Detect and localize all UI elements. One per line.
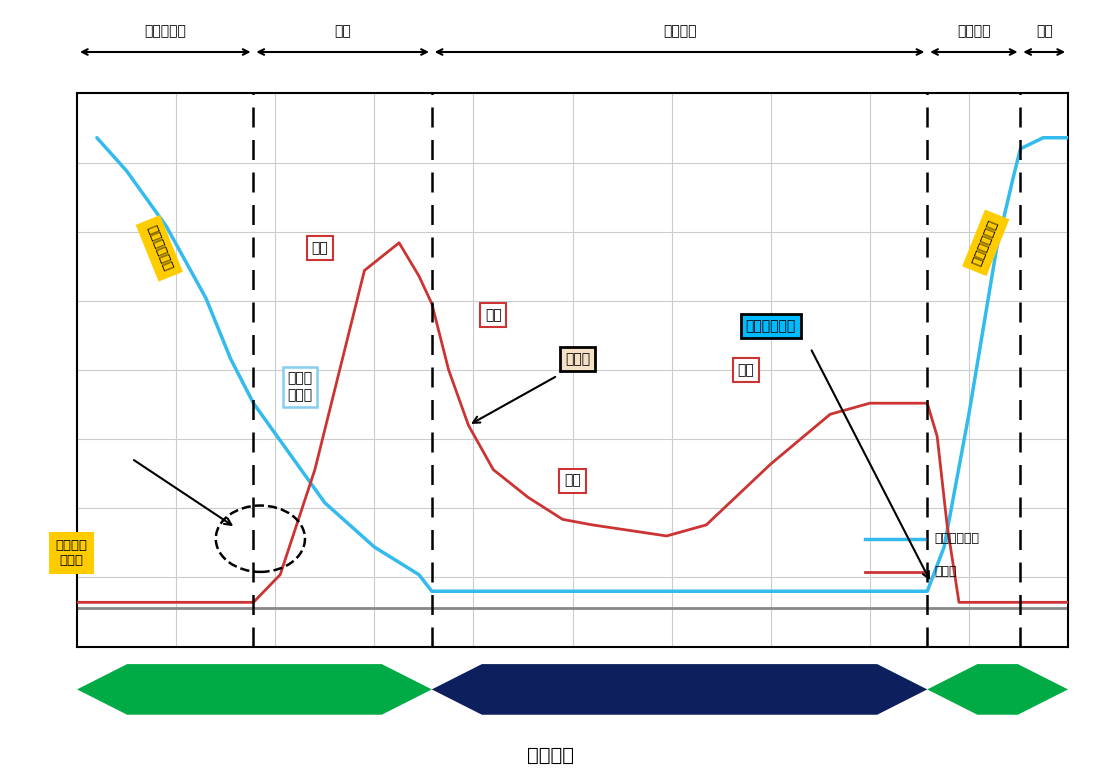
Text: スライド上昇: スライド上昇 — [971, 218, 1001, 267]
Text: スライド位置: スライド位置 — [745, 319, 796, 333]
Text: ソフト
タッチ: ソフト タッチ — [287, 372, 313, 402]
Text: 加圧力: 加圧力 — [565, 352, 590, 366]
Text: 加圧保持: 加圧保持 — [663, 24, 696, 38]
Text: スライド座標: スライド座標 — [934, 532, 979, 545]
Text: スライド
速度減: スライド 速度減 — [55, 539, 88, 567]
Text: 脱圧: 脱圧 — [484, 308, 502, 322]
Text: 加工: 加工 — [335, 24, 351, 38]
Text: スライド下降: スライド下降 — [144, 224, 174, 273]
Text: 位置制御モード: 位置制御モード — [966, 682, 1029, 697]
Text: リターン: リターン — [957, 24, 991, 38]
Text: 圧力制御モード: 圧力制御モード — [642, 680, 717, 699]
Text: 加圧力: 加圧力 — [934, 566, 957, 578]
Text: 昇圧: 昇圧 — [738, 363, 754, 377]
Text: 加工: 加工 — [312, 241, 328, 256]
Text: 位置制御モード: 位置制御モード — [222, 682, 286, 697]
Text: 保持: 保持 — [564, 474, 581, 488]
Text: 停止: 停止 — [1036, 24, 1053, 38]
Text: アプローチ: アプローチ — [144, 24, 186, 38]
Text: 経過時間: 経過時間 — [527, 746, 574, 765]
